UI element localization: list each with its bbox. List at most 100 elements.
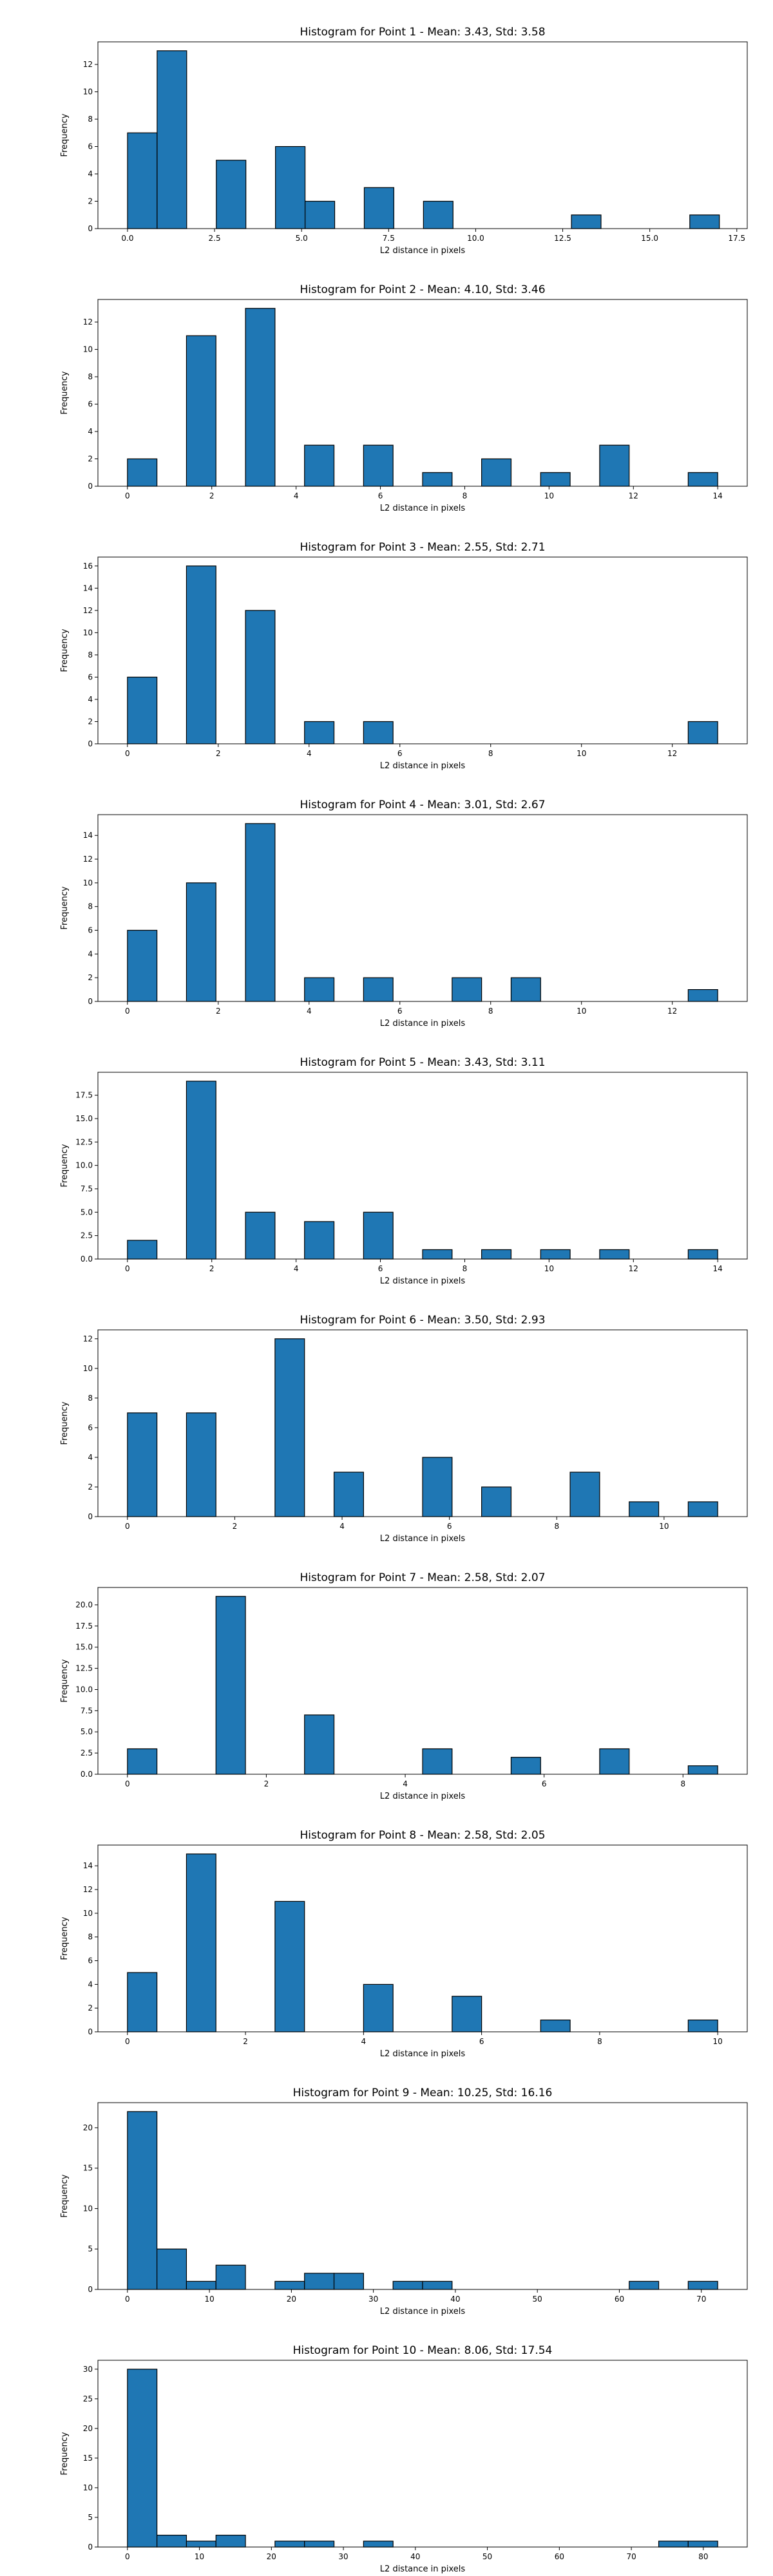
histogram-bar-10-3 <box>186 2541 216 2548</box>
x-tick-label-4-3: 4 <box>307 1007 312 1016</box>
x-tick-label-2-5: 8 <box>463 491 468 500</box>
x-tick-label-8-5: 8 <box>597 2037 602 2046</box>
y-axis-label-8: Frequency <box>60 1917 70 1960</box>
y-tick-label-3-7: 12 <box>83 606 93 615</box>
x-tick-label-5-3: 4 <box>294 1264 299 1273</box>
x-tick-label-8-2: 2 <box>243 2037 248 2046</box>
y-tick-label-5-8: 17.5 <box>75 1091 93 1100</box>
x-tick-label-10-1: 0 <box>125 2552 130 2561</box>
x-tick-label-4-5: 8 <box>488 1007 493 1016</box>
histogram-bar-6-1 <box>127 1412 158 1517</box>
histogram-bar-4-5 <box>363 977 394 1002</box>
x-tick-label-9-4: 30 <box>368 2295 378 2304</box>
y-tick-label-6-5: 8 <box>88 1394 93 1403</box>
x-tick-label-4-2: 2 <box>216 1007 221 1016</box>
y-tick-label-2-7: 12 <box>83 317 93 327</box>
x-tick-label-2-6: 10 <box>544 491 554 500</box>
x-tick-label-10-6: 50 <box>482 2552 492 2561</box>
histogram-bar-1-6 <box>363 187 395 229</box>
histogram-bar-10-2 <box>157 2534 187 2548</box>
histogram-bar-9-8 <box>392 2280 423 2290</box>
histogram-bar-9-11 <box>687 2280 718 2290</box>
y-tick-label-8-7: 12 <box>83 1885 93 1894</box>
y-tick-label-8-3: 4 <box>88 1980 93 1989</box>
x-tick-label-3-5: 8 <box>488 749 493 758</box>
plot-frame-10 <box>97 2360 748 2548</box>
chart-panel-9: Histogram for Point 9 - Mean: 10.25, Std… <box>60 2087 748 2316</box>
x-tick-label-8-1: 0 <box>125 2037 130 2046</box>
y-tick-label-4-2: 2 <box>88 973 93 982</box>
x-tick-label-3-6: 10 <box>577 749 586 758</box>
chart-title-3: Histogram for Point 3 - Mean: 2.55, Std:… <box>300 541 545 554</box>
chart-title-4: Histogram for Point 4 - Mean: 3.01, Std:… <box>300 799 545 811</box>
y-tick-label-4-5: 8 <box>88 902 93 911</box>
histogram-bar-5-2 <box>186 1081 216 1260</box>
histogram-bar-1-9 <box>689 214 720 229</box>
x-tick-label-3-4: 6 <box>397 749 403 758</box>
y-axis-label-7: Frequency <box>60 1659 70 1702</box>
y-tick-label-5-3: 5.0 <box>81 1208 93 1217</box>
histogram-bar-4-4 <box>304 977 335 1002</box>
y-axis-label-2: Frequency <box>60 371 70 414</box>
histogram-bar-9-4 <box>215 2264 246 2290</box>
y-axis-label-10: Frequency <box>60 2432 70 2475</box>
histogram-bar-2-6 <box>422 472 453 487</box>
x-tick-label-7-3: 4 <box>403 1779 408 1788</box>
histogram-bar-7-6 <box>599 1748 630 1775</box>
y-tick-label-8-8: 14 <box>83 1861 93 1870</box>
y-tick-label-8-4: 6 <box>88 1956 93 1965</box>
histogram-bar-5-6 <box>422 1249 453 1260</box>
y-tick-label-7-3: 5.0 <box>81 1727 93 1736</box>
x-tick-label-1-7: 15.0 <box>641 234 658 243</box>
histogram-bar-2-3 <box>245 308 276 487</box>
histogram-bar-3-2 <box>186 565 216 744</box>
x-axis-label-9: L2 distance in pixels <box>380 2307 466 2316</box>
chart-panel-2: Histogram for Point 2 - Mean: 4.10, Std:… <box>60 283 748 513</box>
histogram-bar-1-3 <box>216 160 247 229</box>
histogram-bar-7-4 <box>422 1748 453 1775</box>
histogram-bar-8-7 <box>687 2019 718 2032</box>
plot-frame-4 <box>97 814 748 1002</box>
y-tick-label-6-6: 10 <box>83 1364 93 1373</box>
x-axis-label-2: L2 distance in pixels <box>380 504 466 513</box>
y-tick-label-4-8: 14 <box>83 831 93 840</box>
y-axis-label-5: Frequency <box>60 1144 70 1187</box>
x-tick-label-9-7: 60 <box>615 2295 624 2304</box>
x-tick-label-9-8: 70 <box>696 2295 706 2304</box>
histogram-bar-10-9 <box>687 2541 718 2548</box>
histogram-bar-5-1 <box>127 1240 158 1260</box>
chart-panel-5: Histogram for Point 5 - Mean: 3.43, Std:… <box>60 1056 748 1286</box>
histogram-bar-4-1 <box>127 929 158 1002</box>
y-axis-label-3: Frequency <box>60 629 70 672</box>
histogram-bar-9-10 <box>629 2280 660 2290</box>
histogram-bar-8-5 <box>452 1996 482 2032</box>
x-axis-label-8: L2 distance in pixels <box>380 2049 466 2059</box>
y-tick-label-3-4: 6 <box>88 672 93 681</box>
histogram-bar-10-6 <box>304 2541 335 2548</box>
x-tick-label-2-7: 12 <box>629 491 638 500</box>
chart-title-6: Histogram for Point 6 - Mean: 3.50, Std:… <box>300 1314 545 1327</box>
x-tick-label-7-2: 2 <box>264 1779 269 1788</box>
y-tick-label-8-6: 10 <box>83 1909 93 1918</box>
histogram-bar-5-3 <box>245 1211 276 1260</box>
histogram-bar-5-7 <box>481 1249 512 1260</box>
histogram-bar-10-7 <box>363 2541 394 2548</box>
x-tick-label-4-6: 10 <box>577 1007 586 1016</box>
histogram-bar-1-1 <box>127 132 158 229</box>
y-tick-label-3-8: 14 <box>83 583 93 592</box>
histogram-bar-5-9 <box>599 1249 630 1260</box>
y-tick-label-10-6: 25 <box>83 2394 93 2403</box>
histogram-bar-9-9 <box>422 2280 453 2290</box>
chart-panel-10: Histogram for Point 10 - Mean: 8.06, Std… <box>60 2344 748 2574</box>
x-tick-label-10-4: 30 <box>338 2552 348 2561</box>
histogram-bar-6-8 <box>629 1501 660 1517</box>
y-tick-label-1-5: 8 <box>88 115 93 124</box>
y-tick-label-5-7: 15.0 <box>75 1114 93 1123</box>
histogram-bar-6-2 <box>186 1412 216 1517</box>
x-tick-label-7-5: 8 <box>680 1779 685 1788</box>
y-tick-label-5-5: 10.0 <box>75 1161 93 1170</box>
y-tick-label-9-5: 20 <box>83 2123 93 2132</box>
histogram-bar-4-8 <box>687 989 718 1002</box>
histogram-bar-7-5 <box>510 1757 541 1775</box>
x-tick-label-9-2: 10 <box>204 2295 214 2304</box>
